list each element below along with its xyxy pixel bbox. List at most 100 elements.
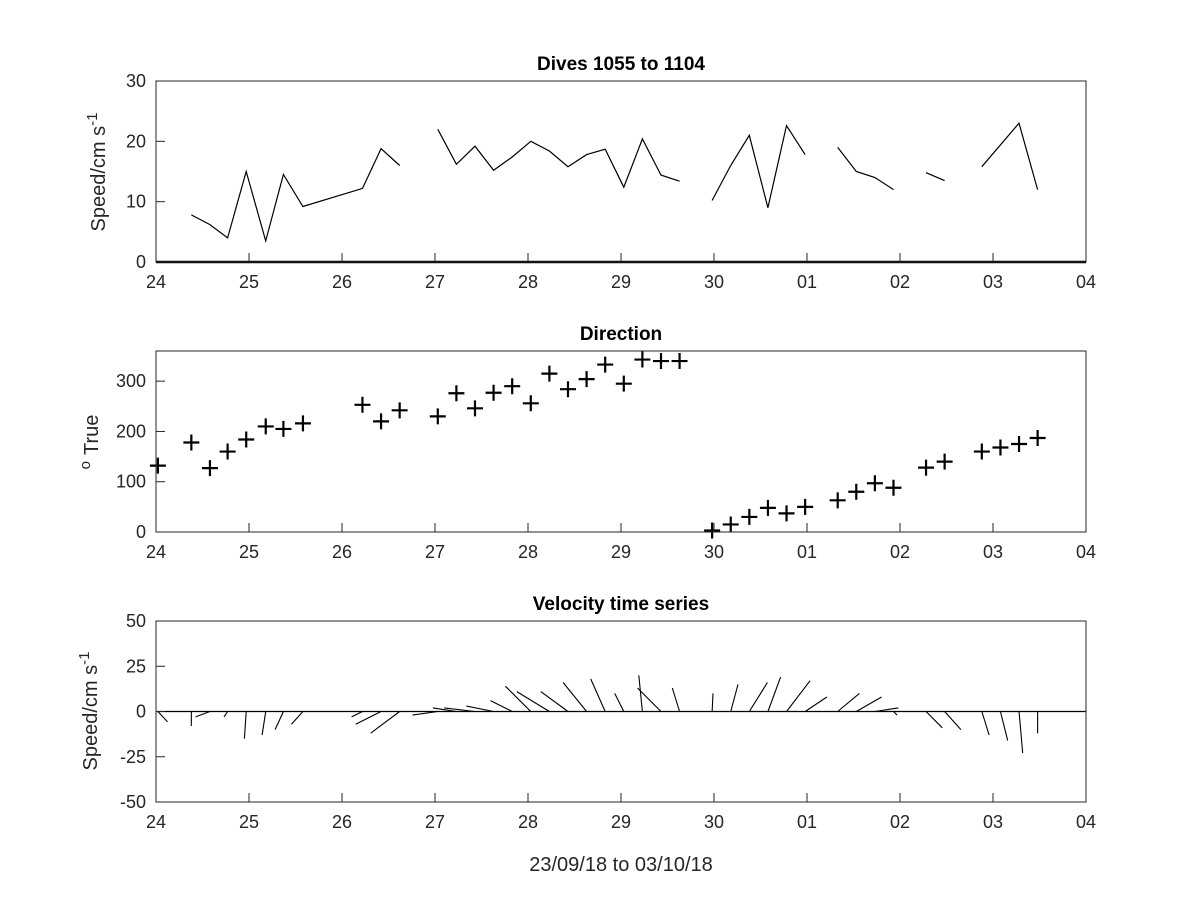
direction-point <box>578 371 595 388</box>
velocity-stick <box>195 710 211 718</box>
velocity-stick <box>748 682 768 712</box>
direction-point <box>238 431 255 448</box>
speed-x-tick-label: 28 <box>518 272 538 292</box>
direction-point <box>294 415 311 432</box>
velocity-stick <box>804 696 828 712</box>
direction-point <box>504 378 521 395</box>
velocity-y-tick-label: 25 <box>126 656 146 676</box>
velocity-stick <box>290 711 304 725</box>
direction-y-axis-label-prefix: o <box>77 461 94 469</box>
direction-point <box>829 492 846 509</box>
direction-point <box>918 459 935 476</box>
velocity-stick <box>925 711 943 729</box>
direction-point <box>1029 429 1046 446</box>
speed-line-segment <box>711 124 806 208</box>
velocity-stick <box>351 711 363 718</box>
speed-panel: Dives 1055 to 1104 Speed/cm s-1 24 25 26 27… <box>84 54 1096 292</box>
velocity-stick <box>274 711 284 730</box>
velocity-stick <box>157 711 168 723</box>
speed-x-tick-label: 02 <box>890 272 910 292</box>
velocity-x-tick-label: 04 <box>1076 812 1096 832</box>
direction-point <box>559 381 576 398</box>
direction-point <box>522 395 539 412</box>
speed-axes-box <box>155 80 1087 263</box>
direction-point <box>848 483 865 500</box>
direction-point <box>671 353 688 370</box>
velocity-x-tick-label: 01 <box>797 812 817 832</box>
velocity-stick <box>786 680 811 712</box>
direction-point <box>391 402 408 419</box>
direction-point <box>1011 436 1028 453</box>
velocity-y-tick-label: -25 <box>120 747 146 767</box>
speed-x-tick-label: 30 <box>704 272 724 292</box>
velocity-stick <box>767 676 782 712</box>
direction-point <box>466 400 483 417</box>
velocity-y-tick-label: -50 <box>120 792 146 812</box>
direction-x-ticks: 24 25 26 27 28 29 30 01 02 03 04 <box>146 523 1096 562</box>
velocity-panel-title: Velocity time series <box>533 594 709 615</box>
velocity-stick <box>1018 711 1024 754</box>
velocity-sticks <box>156 675 1086 754</box>
speed-x-tick-label: 04 <box>1076 272 1096 292</box>
velocity-x-tick-label: 30 <box>704 812 724 832</box>
velocity-y-axis-label-text: Speed/cm s <box>80 665 102 771</box>
velocity-x-tick-label: 03 <box>983 812 1003 832</box>
speed-y-tick-label: 0 <box>136 252 146 272</box>
speed-line-segment <box>191 147 401 244</box>
x-axis-label: 23/09/18 to 03/10/18 <box>529 854 713 876</box>
direction-axes-box <box>155 350 1087 533</box>
direction-point <box>652 353 669 370</box>
direction-x-tick-label: 02 <box>890 542 910 562</box>
velocity-y-ticks: 50 25 0 -25 -50 <box>120 611 165 812</box>
direction-point <box>201 460 218 477</box>
direction-x-tick-label: 27 <box>425 542 445 562</box>
velocity-axes-box <box>155 620 1087 803</box>
direction-point <box>759 499 776 516</box>
velocity-x-tick-label: 27 <box>425 812 445 832</box>
speed-y-axis-label-superscript: -1 <box>84 113 101 126</box>
speed-y-tick-label: 10 <box>126 192 146 212</box>
speed-y-tick-label: 30 <box>126 71 146 91</box>
direction-y-axis-label-text: True <box>81 415 103 455</box>
velocity-stick <box>505 685 532 712</box>
direction-y-tick-label: 200 <box>116 421 146 441</box>
direction-point <box>634 351 651 368</box>
direction-point <box>219 443 236 460</box>
speed-line-segment <box>925 172 945 182</box>
speed-line-segment <box>981 121 1039 190</box>
velocity-stick <box>837 692 860 712</box>
velocity-stick <box>981 711 990 736</box>
direction-point <box>275 420 292 437</box>
velocity-stick <box>638 675 643 712</box>
direction-panel: Direction o True 24 25 26 27 28 29 30 01 02 03 04 0… <box>77 324 1096 562</box>
direction-point <box>741 508 758 525</box>
velocity-stick <box>614 693 625 712</box>
velocity-stick <box>490 700 513 712</box>
direction-point <box>257 418 274 435</box>
velocity-stick <box>637 687 662 712</box>
speed-y-axis-label: Speed/cm s-1 <box>84 113 110 232</box>
speed-x-tick-label: 01 <box>797 272 817 292</box>
velocity-stick <box>261 711 267 736</box>
direction-point <box>485 384 502 401</box>
direction-x-tick-label: 29 <box>611 542 631 562</box>
velocity-x-ticks: 24 25 26 27 28 29 30 01 02 03 04 <box>146 793 1096 832</box>
direction-x-tick-label: 28 <box>518 542 538 562</box>
speed-x-tick-label: 27 <box>425 272 445 292</box>
velocity-y-tick-label: 0 <box>136 702 146 722</box>
direction-markers <box>149 351 1046 539</box>
speed-x-tick-label: 29 <box>611 272 631 292</box>
direction-point <box>541 365 558 382</box>
direction-point <box>354 396 371 413</box>
velocity-stick <box>730 684 739 712</box>
direction-point <box>722 516 739 533</box>
direction-x-tick-label: 26 <box>332 542 352 562</box>
velocity-y-tick-label: 50 <box>126 611 146 631</box>
direction-point <box>866 475 883 492</box>
velocity-x-tick-label: 28 <box>518 812 538 832</box>
direction-point <box>429 408 446 425</box>
direction-x-tick-label: 24 <box>146 542 166 562</box>
speed-x-tick-label: 24 <box>146 272 166 292</box>
speed-y-axis-label-text: Speed/cm s <box>88 126 110 232</box>
